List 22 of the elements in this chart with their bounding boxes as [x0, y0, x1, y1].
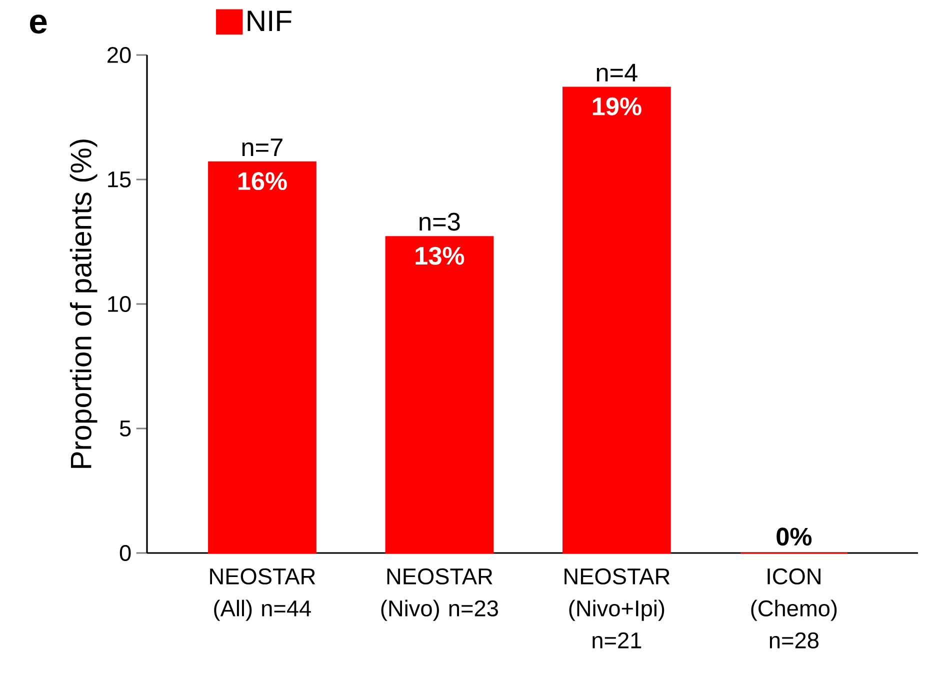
- annotation: n=7: [242, 138, 282, 156]
- bar: [562, 86, 671, 554]
- y-tick-label: 20: [108, 46, 131, 64]
- y-axis-title: Proportion of patients (%): [70, 140, 98, 468]
- x-tick-label: NEOSTAR (All) n=44: [210, 568, 316, 621]
- bar: [385, 236, 494, 554]
- data-label: 16%: [238, 172, 287, 190]
- y-tick-label: 10: [108, 296, 131, 312]
- data-label: 0%: [776, 528, 812, 546]
- annotation: n=3: [420, 212, 460, 231]
- x-tick-label: NEOSTAR (Nivo) n=23: [381, 568, 498, 621]
- y-tick-label: 15: [108, 172, 131, 188]
- annotation: n=4: [596, 64, 638, 82]
- bar: [208, 161, 316, 554]
- data-label: 13%: [416, 246, 464, 265]
- legend-label: NIF: [248, 10, 292, 31]
- x-tick-label: ICON (Chemo) n=28: [751, 568, 837, 648]
- text: e: [30, 14, 47, 34]
- y-tick-label: 0: [120, 544, 131, 562]
- y-tick-label: 5: [120, 420, 131, 436]
- data-label: 19%: [592, 97, 642, 116]
- x-tick-label: NEOSTAR (Nivo+Ipi) n=21: [564, 568, 670, 648]
